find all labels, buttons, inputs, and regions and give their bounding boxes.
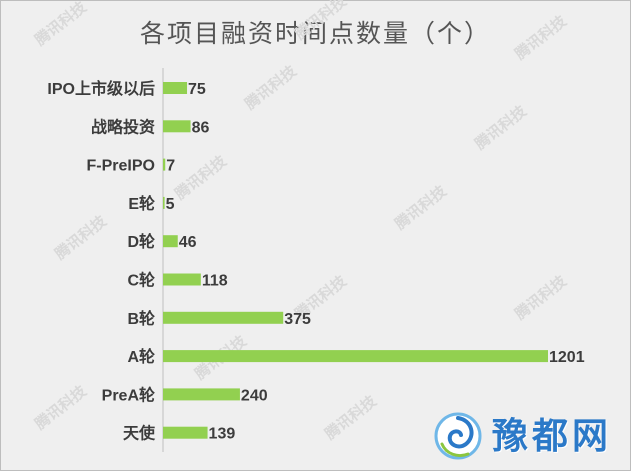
- logo-text: 豫都网: [492, 415, 613, 457]
- chart-title: 各项目融资时间点数量（个）: [139, 20, 491, 48]
- watermark: 腾讯科技: [321, 391, 381, 443]
- bar: [163, 426, 208, 439]
- category-label: IPO上市级以后: [47, 79, 155, 98]
- bar: [163, 311, 284, 324]
- data-label: 7: [166, 158, 175, 175]
- data-label: 118: [202, 273, 228, 290]
- category-label: PreA轮: [102, 385, 155, 404]
- bar: [163, 273, 201, 286]
- bar: [163, 120, 191, 133]
- category-label: D轮: [127, 232, 155, 251]
- watermark: 腾讯科技: [471, 101, 531, 153]
- data-label: 240: [241, 387, 268, 404]
- category-label: B轮: [127, 309, 155, 328]
- watermark: 腾讯科技: [51, 211, 111, 263]
- watermark: 腾讯科技: [31, 0, 91, 50]
- bar: [163, 82, 188, 94]
- bar: [163, 158, 166, 171]
- data-label: 86: [192, 119, 210, 136]
- bar: [163, 350, 548, 363]
- bar: [163, 196, 165, 209]
- category-label: 战略投资: [91, 117, 155, 136]
- bar: [163, 388, 240, 401]
- bar-series: IPO上市级以后 75 战略投资 86 F-PreIPO 7 E轮 5 D轮 46 C轮 118 B轮 3…: [47, 79, 584, 443]
- category-label: C轮: [127, 271, 155, 290]
- bar: [163, 235, 178, 248]
- category-label: F-PreIPO: [87, 158, 155, 175]
- data-label: 1201: [549, 349, 585, 366]
- swirl-icon: [434, 412, 482, 460]
- data-label: 46: [179, 234, 197, 251]
- data-label: 5: [166, 196, 175, 213]
- data-label: 75: [188, 81, 206, 98]
- category-label: E轮: [128, 194, 155, 213]
- watermark: 腾讯科技: [31, 381, 91, 433]
- category-label: A轮: [127, 347, 155, 366]
- watermark: 腾讯科技: [241, 61, 301, 113]
- data-label: 375: [284, 311, 311, 328]
- watermark: 腾讯科技: [291, 0, 351, 44]
- watermark: 腾讯科技: [391, 181, 451, 233]
- category-label: 天使: [123, 424, 156, 443]
- watermark: 腾讯科技: [511, 11, 571, 63]
- logo: [434, 412, 482, 460]
- watermark: 腾讯科技: [171, 151, 231, 203]
- data-label: 139: [209, 426, 236, 443]
- watermark: 腾讯科技: [511, 271, 571, 323]
